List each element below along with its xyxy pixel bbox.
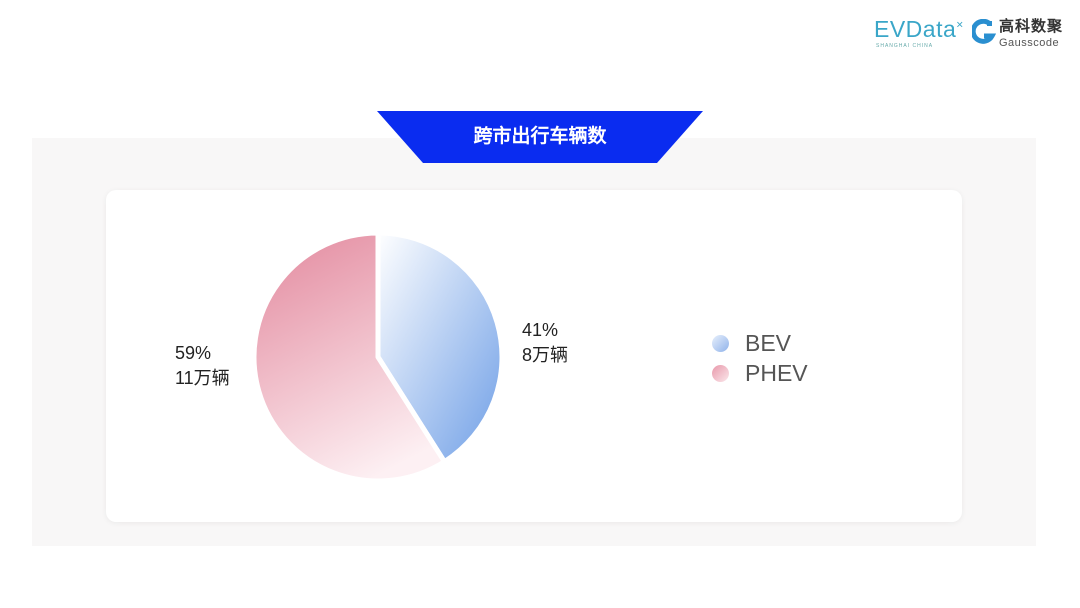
- phev-percent: 59%: [175, 343, 212, 363]
- legend-item-phev: PHEV: [712, 358, 808, 388]
- gausscode-logo-en: Gausscode: [999, 37, 1060, 49]
- evdata-logo: EVData×: [874, 16, 964, 42]
- evdata-logo-text: EVData: [874, 16, 957, 42]
- bev-percent: 41%: [522, 320, 559, 340]
- legend-item-bev: BEV: [712, 328, 808, 358]
- phev-data-label: 59% 11万辆: [175, 341, 230, 391]
- gausscode-logo-icon: [972, 19, 996, 44]
- bev-value: 8万辆: [522, 345, 569, 365]
- legend-label-bev: BEV: [745, 329, 792, 356]
- title-banner: [377, 111, 703, 163]
- pie-slice-phev: [251, 230, 447, 484]
- legend-label-phev: PHEV: [745, 359, 808, 386]
- evdata-logo-sub: SHANGHAI CHINA: [876, 43, 934, 49]
- legend-dot-phev: [712, 364, 729, 382]
- chart-title: 跨市出行车辆数: [473, 126, 607, 147]
- bev-data-label: 41% 8万辆: [522, 318, 568, 368]
- legend-dot-bev: [712, 334, 729, 352]
- chart-card: [106, 190, 962, 522]
- legend: BEV PHEV: [712, 328, 808, 388]
- phev-value: 11万辆: [175, 368, 230, 388]
- gausscode-logo-cn: 高科数聚: [999, 18, 1064, 35]
